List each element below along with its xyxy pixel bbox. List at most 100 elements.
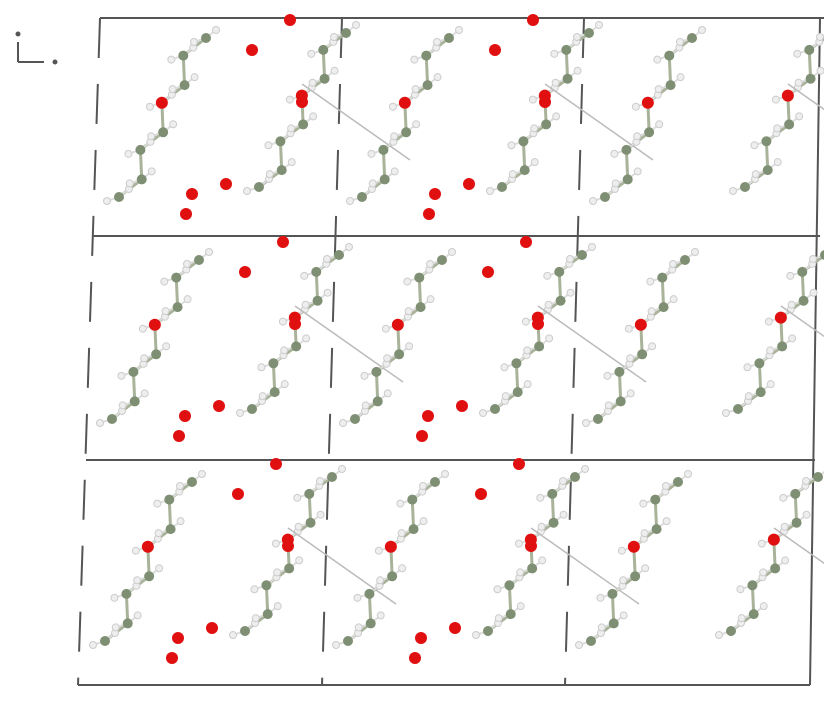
hydrogen (361, 372, 368, 379)
hydrogen (795, 79, 802, 86)
hydrogen (141, 355, 148, 362)
carbon (506, 609, 516, 619)
hydrogen (353, 22, 360, 29)
hydrogen (480, 410, 487, 417)
carbon (513, 387, 523, 397)
hydrogen (632, 103, 639, 110)
hydrogen (745, 393, 752, 400)
carbon (144, 571, 154, 581)
hydrogen (605, 402, 612, 409)
hydrogen (191, 74, 198, 81)
carbon (135, 145, 145, 155)
carbon (268, 358, 278, 368)
hydrogen (404, 278, 411, 285)
hydrogen (169, 86, 176, 93)
hydrogen (266, 171, 273, 178)
carbon (561, 45, 571, 55)
oxygen (456, 400, 468, 412)
carbon (792, 518, 802, 528)
hydrogen (301, 272, 308, 279)
carbon (284, 563, 294, 573)
carbon (164, 495, 174, 505)
oxygen (423, 208, 435, 220)
axis-indicator (17, 33, 57, 64)
hydrogen (647, 278, 654, 285)
hydrogen (642, 565, 649, 572)
carbon (318, 45, 328, 55)
hydrogen (132, 547, 139, 554)
carbon (804, 45, 814, 55)
hydrogen (760, 603, 767, 610)
oxygen (149, 319, 161, 331)
carbon (577, 250, 587, 260)
carbon (343, 636, 353, 646)
hydrogen (139, 325, 146, 332)
carbon (659, 302, 669, 312)
hydrogen (656, 121, 663, 128)
hydrogen (308, 50, 315, 57)
carbon (777, 341, 787, 351)
oxygen (213, 400, 225, 412)
hydrogen (494, 586, 501, 593)
hbond (545, 84, 653, 160)
hydrogen (162, 308, 169, 315)
oxygen (520, 236, 532, 248)
hydrogen (517, 569, 524, 576)
carbon (373, 396, 383, 406)
hydrogen (760, 569, 767, 576)
oxygen (482, 266, 494, 278)
hydrogen (111, 594, 118, 601)
hydrogen (155, 530, 162, 537)
carbon (414, 273, 424, 283)
hydrogen (369, 180, 376, 187)
carbon (534, 341, 544, 351)
hydrogen (146, 103, 153, 110)
hydrogen (685, 471, 692, 478)
hydrogen (177, 518, 184, 525)
hydrogen (288, 159, 295, 166)
carbon (263, 609, 273, 619)
bond (348, 482, 435, 641)
carbon (180, 80, 190, 90)
hydrogen (333, 642, 340, 649)
hydrogen (654, 56, 661, 63)
hydrogen (405, 308, 412, 315)
hydrogen (574, 67, 581, 74)
carbon (350, 414, 360, 424)
carbon (320, 74, 330, 84)
hydrogen (495, 615, 502, 622)
hydrogen (163, 343, 170, 350)
oxygen (239, 266, 251, 278)
hydrogen (508, 142, 515, 149)
hydrogen (213, 27, 220, 34)
carbon (173, 302, 183, 312)
oxygen (296, 96, 308, 108)
hydrogen (331, 34, 338, 41)
hydrogen (449, 249, 456, 256)
hydrogen (412, 86, 419, 93)
hydrogen (244, 188, 251, 195)
oxygen (156, 97, 168, 109)
hydrogen (574, 34, 581, 41)
hydrogen (567, 289, 574, 296)
carbon (201, 33, 211, 43)
hydrogen (324, 256, 331, 263)
hydrogen (670, 296, 677, 303)
hydrogen (604, 372, 611, 379)
hydrogen (427, 261, 434, 268)
hydrogen (546, 335, 553, 342)
oxygen (284, 14, 296, 26)
cell-edge (78, 18, 100, 685)
hydrogen (810, 256, 817, 263)
hydrogen (206, 249, 213, 256)
hydrogen (191, 39, 198, 46)
hydrogen (354, 594, 361, 601)
bond (502, 33, 589, 187)
carbon (357, 192, 367, 202)
bond (488, 477, 575, 631)
hydrogen (302, 301, 309, 308)
hydrogen (119, 402, 126, 409)
carbon (313, 296, 323, 306)
axis-dot (17, 33, 20, 36)
hydrogen (611, 150, 618, 157)
